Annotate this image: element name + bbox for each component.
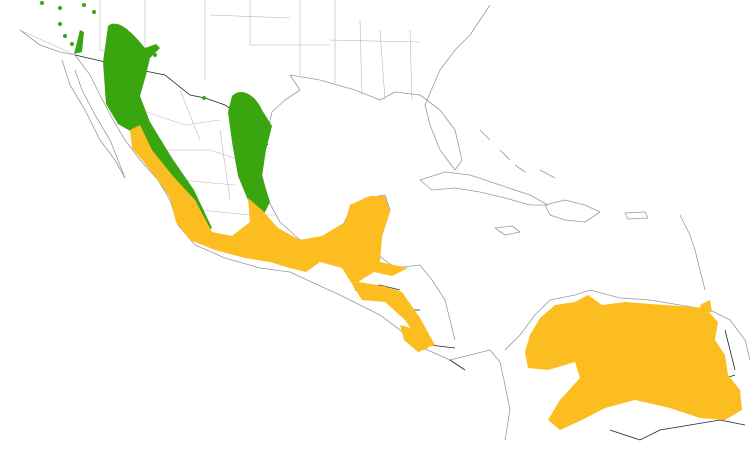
jamaica [494, 225, 521, 236]
south-america-coast [504, 289, 750, 361]
pacific-coast [19, 29, 511, 441]
guyana-coast [700, 300, 712, 312]
northern-strip [74, 30, 84, 54]
dot [82, 3, 86, 7]
dot [58, 6, 62, 10]
dot [153, 53, 157, 57]
us-gulf-florida [289, 4, 491, 171]
breeding-range [40, 1, 272, 233]
us-states [19, 0, 421, 101]
dot [92, 10, 96, 14]
bahamas [479, 129, 556, 179]
mexico-central-america [130, 125, 435, 348]
cuba [419, 171, 549, 206]
dot [202, 96, 206, 100]
costa-rica [400, 325, 428, 352]
hispaniola [544, 199, 601, 223]
dot [58, 22, 62, 26]
puerto-rico [624, 211, 649, 220]
baja-california [61, 59, 126, 179]
south-america [525, 295, 742, 430]
dot [70, 42, 74, 46]
dot [63, 34, 67, 38]
scattered-records [40, 1, 206, 100]
western-range [103, 23, 212, 233]
lesser-antilles [679, 214, 706, 291]
dot [40, 1, 44, 5]
nonbreeding-range [130, 125, 742, 430]
eastern-range [228, 91, 272, 218]
